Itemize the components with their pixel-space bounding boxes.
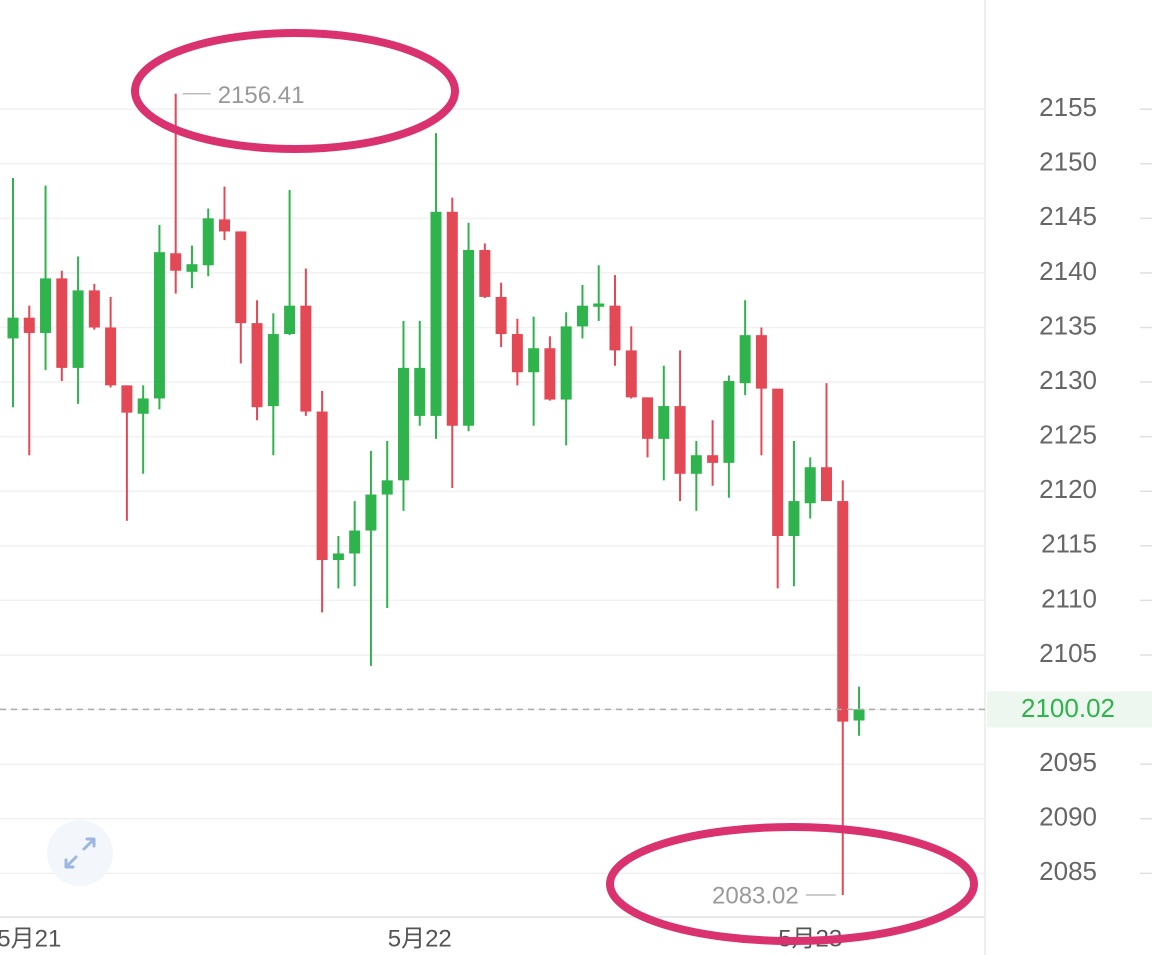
candle-body	[414, 367, 426, 416]
candle-body	[804, 467, 816, 504]
candle-body	[235, 231, 247, 324]
highlight-ellipse	[131, 29, 459, 153]
candle-body	[186, 264, 198, 272]
candle-body	[23, 317, 35, 333]
candle-body	[788, 501, 800, 537]
candle-body	[153, 252, 165, 399]
candle-body	[625, 350, 637, 398]
candle-body	[755, 335, 767, 389]
candle-body	[121, 385, 133, 413]
y-tick-label: 2135	[1039, 310, 1097, 340]
candle-body	[137, 398, 149, 414]
candle-body	[430, 211, 442, 416]
candle-body	[593, 303, 605, 307]
candle-body	[853, 709, 865, 721]
candle-body	[170, 253, 182, 271]
candle-body	[381, 480, 393, 495]
candle-body	[479, 249, 491, 297]
candle-body	[739, 335, 751, 384]
y-tick-label: 2085	[1039, 856, 1097, 886]
candle-body	[544, 348, 556, 400]
y-tick-label: 2115	[1041, 529, 1097, 559]
y-tick-label: 2150	[1039, 147, 1097, 177]
expand-icon	[64, 837, 96, 869]
candle-body	[332, 553, 344, 561]
candle-body	[723, 380, 735, 463]
y-tick-label: 2105	[1039, 638, 1097, 668]
candle-body	[821, 467, 832, 502]
y-tick-label: 2110	[1041, 583, 1097, 613]
candle-body	[284, 305, 296, 335]
candle-body	[349, 530, 361, 554]
last-price-box	[987, 691, 1152, 728]
candle-body	[658, 406, 670, 439]
candle-body	[560, 326, 572, 400]
candle-body	[772, 388, 784, 537]
y-tick-label: 2155	[1039, 92, 1097, 122]
candle-body	[40, 278, 52, 333]
candle-body	[495, 296, 507, 335]
candle-body	[609, 305, 621, 351]
candle-body	[56, 278, 68, 368]
candle-body	[300, 305, 312, 412]
plot: 2085209020952100210521102115212021252130…	[0, 82, 1152, 952]
x-tick-label: 5月21	[0, 925, 61, 952]
candle-body	[316, 411, 328, 561]
expand-button[interactable]	[47, 820, 113, 886]
y-tick-label: 2125	[1039, 420, 1097, 450]
candle-body	[690, 455, 702, 474]
candle-body	[463, 249, 475, 426]
candle-body	[219, 219, 231, 232]
y-tick-label: 2145	[1039, 201, 1097, 231]
candle-body	[105, 327, 117, 386]
candle-body	[365, 494, 377, 531]
candle-body	[72, 290, 84, 368]
last-price-label: 2100.02	[1021, 693, 1115, 723]
candle-body	[511, 334, 523, 373]
candle-body	[88, 290, 100, 328]
min-annotation: 2083.02	[712, 882, 799, 909]
y-tick-label: 2120	[1039, 474, 1097, 504]
candle-body	[674, 406, 686, 474]
candle-body	[267, 334, 279, 407]
y-tick-label: 2090	[1039, 802, 1097, 832]
candle-body	[397, 367, 409, 481]
candle-body	[202, 218, 214, 266]
candle-body	[707, 455, 719, 463]
max-annotation: 2156.41	[218, 82, 305, 109]
candle-body	[576, 305, 588, 327]
candle-body	[528, 348, 540, 373]
x-tick-label: 5月22	[388, 925, 452, 952]
candle-body	[7, 317, 19, 339]
candle-body	[642, 397, 654, 439]
y-tick-label: 2130	[1039, 365, 1097, 395]
y-tick-label: 2140	[1039, 256, 1097, 286]
candle-body	[446, 211, 458, 426]
highlight-ellipse	[606, 823, 978, 945]
y-tick-label: 2095	[1039, 747, 1097, 777]
candle-body	[837, 501, 849, 722]
candle-body	[251, 323, 263, 408]
